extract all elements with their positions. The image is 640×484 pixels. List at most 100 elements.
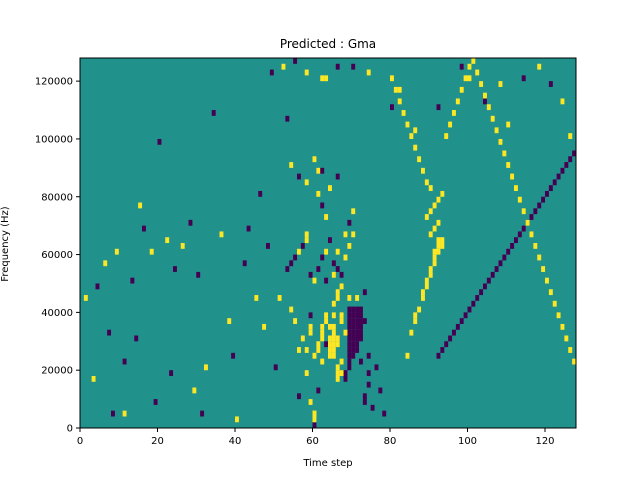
heatmap-cell <box>331 300 336 307</box>
heatmap-cell <box>262 323 267 330</box>
heatmap-cell <box>211 110 216 116</box>
heatmap-cell <box>401 110 406 116</box>
heatmap-cell <box>479 289 484 296</box>
heatmap-cell <box>483 98 487 105</box>
heatmap-cell <box>297 393 301 400</box>
heatmap-cell <box>424 214 429 220</box>
heatmap-cell <box>111 410 115 417</box>
heatmap-cell <box>347 347 352 353</box>
heatmap-cell <box>517 196 522 203</box>
heatmap-cell <box>455 98 460 105</box>
heatmap-cell <box>312 410 317 417</box>
heatmap-cell <box>339 318 344 324</box>
heatmap-cell <box>486 277 491 284</box>
heatmap-cell <box>331 323 336 330</box>
heatmap-cell <box>436 243 441 249</box>
heatmap-cell <box>421 167 425 174</box>
heatmap-cell <box>552 179 557 186</box>
heatmap-cell <box>556 312 561 319</box>
heatmap-cell <box>293 254 298 261</box>
heatmap-cell <box>219 231 224 238</box>
heatmap-cell <box>266 243 270 249</box>
heatmap-cell <box>498 260 503 267</box>
heatmap-cell <box>545 190 549 197</box>
heatmap-cell <box>359 329 363 336</box>
heatmap-cell <box>316 167 321 174</box>
heatmap-cell <box>440 237 445 244</box>
heatmap-cell <box>192 387 197 394</box>
y-tick-label: 120000 <box>35 77 73 88</box>
heatmap-cell <box>463 312 468 319</box>
heatmap-cell <box>444 341 449 348</box>
heatmap-cell <box>351 208 356 215</box>
heatmap-cell <box>134 335 139 342</box>
heatmap-cell <box>304 370 309 377</box>
heatmap-cell <box>331 329 336 336</box>
heatmap-cell <box>335 266 340 272</box>
heatmap-cell <box>498 138 503 145</box>
heatmap-cell <box>413 144 418 151</box>
heatmap-cell <box>324 75 329 82</box>
heatmap-cell <box>320 75 325 82</box>
heatmap-cell <box>320 254 325 261</box>
heatmap-cell <box>452 110 456 116</box>
heatmap-cell <box>157 138 162 145</box>
y-axis-label: Frequency (Hz) <box>0 206 11 282</box>
heatmap-cell <box>556 173 561 180</box>
heatmap-cell <box>308 271 313 278</box>
heatmap-cell <box>289 162 294 168</box>
heatmap-cell <box>95 283 100 290</box>
heatmap-cell <box>568 133 573 139</box>
heatmap-cell <box>297 347 301 353</box>
heatmap-cell <box>467 306 472 313</box>
y-tick-label: 100000 <box>35 134 73 145</box>
heatmap-cell <box>502 150 507 157</box>
heatmap-cell <box>568 347 573 353</box>
heatmap-cell <box>409 329 414 336</box>
heatmap-cell <box>347 323 352 330</box>
heatmap-cell <box>355 312 360 319</box>
heatmap-cell <box>188 219 193 226</box>
heatmap-cell <box>355 323 360 330</box>
heatmap-cell <box>359 312 363 319</box>
heatmap-cell <box>351 63 356 70</box>
heatmap-cell <box>432 260 437 267</box>
heatmap-cell <box>316 341 321 348</box>
heatmap-cell <box>335 375 340 382</box>
heatmap-cell <box>308 323 313 330</box>
heatmap-cell <box>436 352 441 359</box>
heatmap-cell <box>374 364 379 371</box>
heatmap-cell <box>347 341 352 348</box>
y-tick-label: 20000 <box>41 366 73 377</box>
heatmap-cell <box>428 231 433 238</box>
x-tick-label: 60 <box>306 436 319 447</box>
heatmap-cell <box>560 167 565 174</box>
heatmap-cell <box>320 335 325 342</box>
heatmap-cell <box>355 295 360 301</box>
heatmap-cell <box>316 347 321 353</box>
heatmap-cell <box>440 190 445 197</box>
heatmap-cell <box>347 352 352 359</box>
heatmap-cell <box>502 254 507 261</box>
heatmap-cell <box>359 358 363 365</box>
heatmap-cell <box>351 341 356 348</box>
heatmap-cell <box>421 289 425 296</box>
heatmap-cell <box>335 63 340 70</box>
heatmap-cell <box>304 179 309 186</box>
heatmap-cell <box>204 364 208 371</box>
heatmap-cell <box>254 295 259 301</box>
heatmap-cell <box>397 86 402 93</box>
heatmap-cell <box>366 370 371 377</box>
heatmap-cell <box>169 370 174 377</box>
heatmap-cell <box>564 162 569 168</box>
heatmap-cell <box>529 231 534 238</box>
heatmap-cell <box>347 219 352 226</box>
heatmap-cell <box>490 115 495 122</box>
heatmap-cell <box>390 75 394 82</box>
heatmap-cell <box>308 329 313 336</box>
y-axis-ticks: 0 20000 40000 60000 80000 100000 120000 <box>35 77 80 435</box>
heatmap-cell <box>339 283 344 290</box>
heatmap-cell <box>335 248 340 255</box>
heatmap-cell <box>320 323 325 330</box>
heatmap-cell <box>277 295 282 301</box>
